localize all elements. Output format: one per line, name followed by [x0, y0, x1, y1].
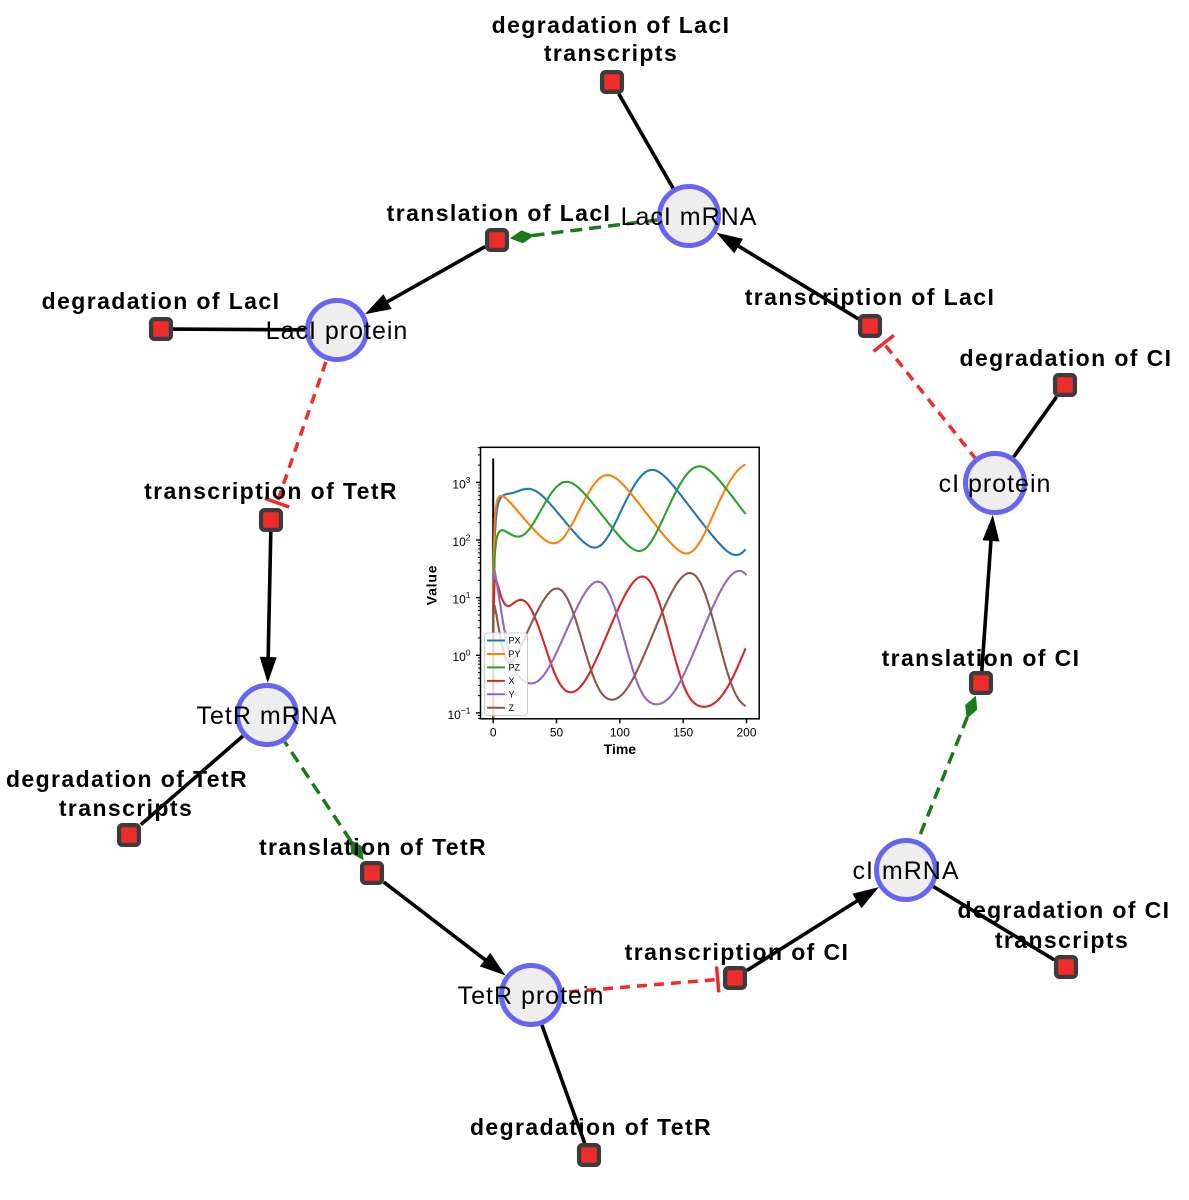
svg-text:Z: Z [509, 703, 515, 713]
svg-text:Value: Value [424, 565, 440, 606]
svg-text:translation of LacI: translation of LacI [387, 200, 612, 226]
svg-text:0: 0 [490, 726, 497, 740]
svg-text:transcripts: transcripts [59, 795, 193, 821]
svg-text:translation of TetR: translation of TetR [259, 834, 487, 860]
svg-text:degradation of CI: degradation of CI [960, 345, 1173, 371]
svg-text:transcripts: transcripts [544, 40, 678, 66]
svg-text:100: 100 [610, 726, 630, 740]
svg-text:X: X [509, 676, 515, 686]
svg-text:200: 200 [736, 726, 756, 740]
svg-text:transcripts: transcripts [995, 927, 1129, 953]
svg-text:Y: Y [509, 690, 515, 700]
svg-text:PX: PX [509, 636, 521, 646]
svg-text:translation of CI: translation of CI [882, 645, 1081, 671]
svg-text:degradation of TetR: degradation of TetR [6, 766, 248, 792]
svg-text:150: 150 [673, 726, 693, 740]
svg-text:cI protein: cI protein [939, 470, 1052, 498]
svg-text:50: 50 [550, 726, 564, 740]
svg-text:degradation of CI: degradation of CI [958, 897, 1171, 923]
svg-text:transcription of LacI: transcription of LacI [745, 284, 995, 310]
svg-text:transcription of TetR: transcription of TetR [144, 478, 398, 504]
svg-text:LacI mRNA: LacI mRNA [621, 203, 758, 231]
svg-text:TetR mRNA: TetR mRNA [197, 702, 338, 730]
svg-text:degradation of LacI: degradation of LacI [492, 12, 731, 38]
svg-text:PZ: PZ [509, 663, 521, 673]
svg-text:degradation of LacI: degradation of LacI [42, 288, 281, 314]
svg-text:degradation of TetR: degradation of TetR [470, 1114, 712, 1140]
svg-text:LacI protein: LacI protein [266, 317, 409, 345]
svg-text:TetR protein: TetR protein [458, 982, 605, 1010]
svg-text:Time: Time [604, 741, 637, 757]
svg-text:transcription of CI: transcription of CI [625, 939, 850, 965]
svg-text:PY: PY [509, 649, 521, 659]
svg-text:cI mRNA: cI mRNA [853, 857, 960, 885]
